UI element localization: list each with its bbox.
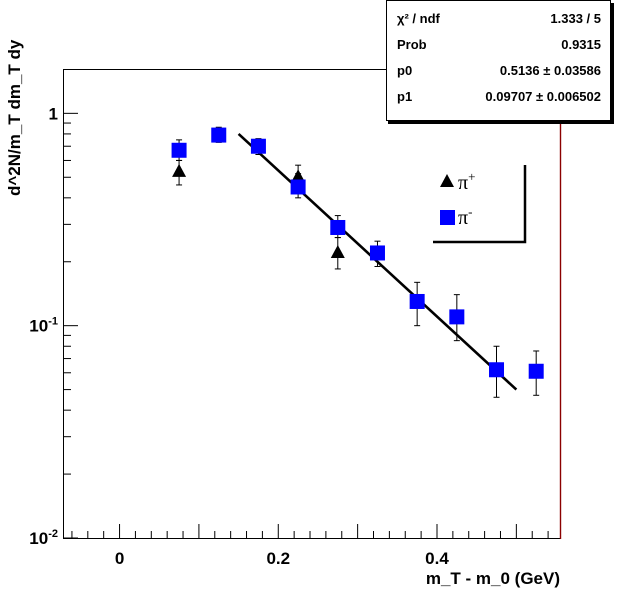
pi-minus-marker <box>369 245 385 261</box>
legend-label: π+ <box>458 169 475 194</box>
stats-rows: χ² / ndf 1.333 / 5 Prob 0.9315 p0 0.5136 ± 0.… <box>397 11 601 104</box>
y-axis-title: d^2N/m_T dm_T dy <box>5 39 24 196</box>
axes-layer: 0 0.2 0.410-210-11 <box>29 104 549 568</box>
stats-label: p1 <box>397 89 412 104</box>
x-tick-label: 0.2 <box>266 549 290 568</box>
legend-label-base: π <box>458 207 468 229</box>
stats-value: 0.09707 ± 0.006502 <box>485 89 601 104</box>
y-tick-mantissa: 10 <box>29 317 48 336</box>
legend-label-sup: + <box>468 169 475 184</box>
plot-frame <box>63 69 561 539</box>
legend-label-base: π <box>458 172 468 194</box>
legend-frame-corner <box>433 165 527 244</box>
pi-minus-marker <box>211 127 227 143</box>
legend-triangle-marker <box>440 174 454 187</box>
legend-label-sup: - <box>468 204 472 219</box>
stats-value: 0.5136 ± 0.03586 <box>500 63 601 78</box>
y-tick-mantissa: 10 <box>29 529 48 548</box>
stats-label: p0 <box>397 63 412 78</box>
pi-minus-marker <box>171 142 187 158</box>
pi-minus-marker <box>250 138 266 154</box>
y-tick-mantissa: 1 <box>49 104 58 123</box>
legend-square-marker <box>440 210 455 225</box>
y-tick-exponent: -2 <box>48 528 58 540</box>
legend-rows: π+π- <box>440 169 475 229</box>
stats-box: χ² / ndf 1.333 / 5 Prob 0.9315 p0 0.5136 ± 0.… <box>386 0 614 124</box>
pi-minus-marker <box>330 219 346 235</box>
y-tick-label: 10-2 <box>29 528 58 548</box>
pi-minus-marker <box>409 293 425 309</box>
pi-minus-marker <box>290 179 306 195</box>
stats-box-panel <box>386 0 611 121</box>
data-layer <box>171 126 544 398</box>
pi-plus-marker <box>172 163 187 177</box>
y-tick-label: 10-1 <box>29 316 58 336</box>
stats-value: 1.333 / 5 <box>550 11 601 26</box>
x-tick-label: 0 <box>115 549 124 568</box>
pi-minus-marker <box>489 362 505 378</box>
stats-value: 0.9315 <box>561 37 601 52</box>
pi-minus-marker <box>449 309 465 325</box>
stats-label: Prob <box>397 37 427 52</box>
x-tick-label: 0.4 <box>425 549 449 568</box>
y-tick-exponent: -1 <box>48 316 58 328</box>
legend-label: π- <box>458 204 472 229</box>
stats-label: χ² / ndf <box>397 11 441 26</box>
x-axis-title: m_T - m_0 (GeV) <box>426 569 560 588</box>
pi-plus-marker <box>330 244 345 258</box>
pi-minus-marker <box>528 363 544 379</box>
x-axis-title-text: m_T - m_0 (GeV) <box>426 569 560 588</box>
y-tick-label: 1 <box>49 104 58 123</box>
legend: π+π- <box>433 165 527 244</box>
